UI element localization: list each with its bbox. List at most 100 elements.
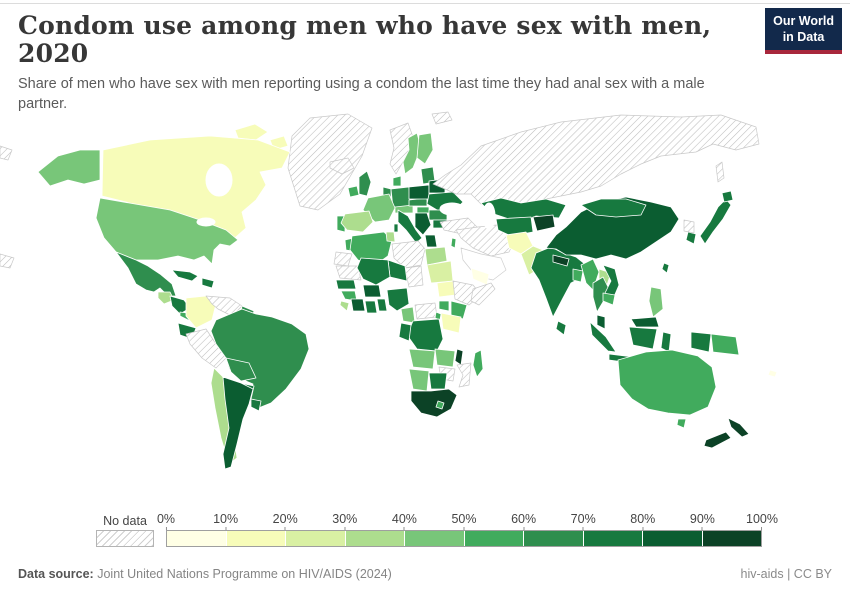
country-sierra-leone[interactable]: Sierra Leone / Liberia: 30-40% [339, 300, 350, 312]
country-hokkaido[interactable]: Japan: 70-80% [721, 190, 734, 203]
country-cameroon[interactable]: Cameroon: 40-50% [400, 306, 416, 324]
country-mozambique[interactable]: Mozambique: No data [456, 362, 472, 388]
country-sakhalin[interactable]: Russia: No data [715, 161, 725, 183]
country-uruguay[interactable]: Uruguay: 70-80% [250, 398, 262, 412]
country-sulawesi[interactable]: Indonesia: 70-80% [660, 331, 672, 353]
country-mali[interactable]: Mali: 70-80% [356, 257, 391, 286]
country-fiji[interactable]: Fiji: 0-10% [767, 369, 778, 378]
country-hungary[interactable]: Hungary: 50-60% [416, 206, 430, 214]
country-alaska[interactable]: United States: 40-50% [37, 149, 101, 187]
country-iceland[interactable]: Iceland: No data [329, 157, 355, 175]
legend-swatch-70-80%[interactable] [583, 531, 642, 546]
country-malawi[interactable]: Malawi: 90-100% [454, 348, 464, 366]
country-tunisia[interactable]: Tunisia: 30-40% [385, 231, 396, 243]
legend-swatch-30-40%[interactable] [345, 531, 404, 546]
no-data-swatch[interactable] [96, 530, 154, 547]
country-svalbard[interactable]: Russia: No data [431, 111, 453, 125]
country-kamchatka-fragment[interactable]: Russia: No data [0, 253, 15, 269]
country-cambodia[interactable]: Cambodia: 50-60% [602, 292, 616, 306]
country-senegal[interactable]: Senegal: 70-80% [335, 279, 357, 290]
country-zambia[interactable]: Zambia: 40-50% [434, 348, 456, 368]
country-balkans[interactable]: Serbia / Western Balkans: 80-90% [414, 212, 432, 236]
country-cuba[interactable]: Cuba: 70-80% [171, 269, 199, 282]
country-rwanda-burundi[interactable]: Rwanda / Burundi: 50-60% [434, 311, 442, 321]
country-ghana[interactable]: Ghana: 70-80% [364, 300, 378, 314]
country-angola[interactable]: Angola: 40-50% [408, 348, 436, 370]
country-papua-new-guinea[interactable]: Papua New Guinea: 50-60% [710, 333, 740, 356]
country-russia[interactable]: Russia: No data [432, 114, 760, 205]
owid-logo[interactable]: Our World in Data [765, 8, 842, 54]
legend-swatch-40-50%[interactable] [405, 531, 464, 546]
country-honduras-nicaragua[interactable]: Honduras / Nicaragua: 70-80% [169, 295, 191, 315]
attribution[interactable]: hiv-aids | CC BY [740, 567, 832, 581]
country-new-zealand-north[interactable]: New Zealand: 90-100% [727, 417, 750, 438]
country-congo-gabon[interactable]: Congo / Gabon: 70-80% [398, 322, 412, 342]
country-tanzania[interactable]: Tanzania: 10-20% [440, 312, 462, 334]
country-argentina[interactable]: Argentina: 80-90% [222, 376, 254, 470]
country-thailand[interactable]: Thailand: 60-70% [592, 276, 610, 313]
country-ivory-coast[interactable]: Cote d'Ivoire: 80-90% [350, 298, 366, 312]
country-italy[interactable]: Italy: 70-80% [397, 209, 423, 244]
country-sumatra[interactable]: Indonesia: 70-80% [589, 321, 617, 353]
country-togo-benin[interactable]: Togo / Benin: 70-80% [376, 298, 388, 312]
country-nigeria[interactable]: Nigeria: 70-80% [386, 287, 410, 312]
country-chukotka-fragment[interactable]: Russia: No data [0, 145, 13, 161]
country-drc[interactable]: Democratic Republic of Congo: 70-80% [406, 318, 444, 352]
country-nepal[interactable]: Nepal: 90-100% [552, 254, 570, 267]
country-israel-lebanon[interactable]: Israel / Lebanon: 50-60% [450, 237, 457, 249]
country-borneo-indonesia[interactable]: Indonesia: 70-80% [628, 326, 658, 350]
country-china[interactable]: China: 80-90% [545, 196, 680, 260]
country-sri-lanka[interactable]: Sri Lanka: 70-80% [555, 320, 567, 336]
country-guatemala[interactable]: Guatemala: 30-40% [157, 291, 175, 305]
country-namibia[interactable]: Namibia: 40-50% [408, 368, 430, 392]
legend-swatch-90-100%[interactable] [702, 531, 761, 546]
country-arabia[interactable]: Saudi Arabia / Oman: No data [460, 247, 507, 281]
country-lesotho[interactable]: Lesotho: 50-60% [435, 400, 445, 410]
legend-swatch-80-90%[interactable] [643, 531, 702, 546]
country-malay-peninsula[interactable]: Malaysia: 80-90% [596, 314, 606, 330]
country-botswana[interactable]: Botswana: 70-80% [428, 372, 448, 390]
country-central-african-republic[interactable]: Central African Republic: No data [414, 302, 438, 320]
country-uganda[interactable]: Uganda: 50-60% [438, 300, 450, 312]
legend-swatch-50-60%[interactable] [464, 531, 523, 546]
legend-swatch-0-10%[interactable] [167, 531, 226, 546]
country-taiwan[interactable]: Taiwan: 70-80% [661, 262, 670, 274]
country-philippines[interactable]: Philippines: 40-50% [648, 286, 664, 318]
country-borneo-malaysia[interactable]: Malaysia: 80-90% [630, 316, 660, 328]
country-greece[interactable]: Greece: 80-90% [424, 234, 438, 248]
country-tasmania[interactable]: Australia: 50-60% [676, 418, 687, 429]
country-madagascar[interactable]: Madagascar: 50-60% [472, 349, 484, 378]
country-south-korea[interactable]: South Korea: 70-80% [685, 231, 697, 245]
country-finland[interactable]: Finland: 40-50% [416, 132, 434, 165]
country-north-korea[interactable]: North Korea: No data [683, 219, 695, 234]
country-bolivia[interactable]: Bolivia: 60-70% [225, 357, 257, 382]
country-bangladesh[interactable]: Bangladesh: 50-60% [572, 268, 584, 283]
country-chad[interactable]: Chad: No data [404, 265, 424, 288]
country-sweden[interactable]: Sweden: 40-50% [402, 132, 422, 175]
country-canada-arctic1[interactable]: Canada: 10-20% [234, 123, 269, 141]
country-uk[interactable]: United Kingdom: 60-70% [358, 170, 372, 197]
country-ireland[interactable]: Ireland: 50-60% [347, 185, 360, 198]
legend-swatch-20-30%[interactable] [286, 531, 345, 546]
legend-swatch-60-70%[interactable] [524, 531, 583, 546]
legend-swatch-10-20%[interactable] [226, 531, 285, 546]
country-peru[interactable]: Peru: No data [185, 328, 227, 369]
country-hispaniola[interactable]: Dominican Republic / Haiti: 70-80% [201, 277, 215, 289]
country-france[interactable]: France: 40-50% [362, 193, 396, 223]
legend-no-data[interactable]: No data [96, 513, 154, 547]
country-new-zealand-south[interactable]: New Zealand: 90-100% [703, 431, 732, 449]
country-denmark[interactable]: Denmark: 50-60% [392, 175, 402, 187]
country-burkina-faso[interactable]: Burkina Faso: 80-90% [362, 284, 382, 298]
country-kenya[interactable]: Kenya: 50-60% [450, 300, 468, 320]
country-south-africa[interactable]: South Africa: 90-100% [410, 388, 458, 418]
country-mongolia[interactable]: Mongolia: 70-80% [580, 198, 647, 218]
country-mauritania[interactable]: Mauritania: No data [335, 265, 362, 281]
country-west-papua[interactable]: Indonesia: 70-80% [690, 331, 712, 353]
country-sardinia[interactable]: Sardinia: 70-80% [393, 223, 399, 233]
country-kyrgyz-tajik[interactable]: Kyrgyzstan / Tajikistan: 90-100% [532, 214, 556, 232]
country-egypt[interactable]: Egypt: 30-40% [424, 246, 448, 266]
country-australia[interactable]: Australia: 50-60% [617, 349, 717, 416]
country-poland[interactable]: Poland: 80-90% [408, 184, 430, 200]
country-norway[interactable]: Norway: No data [389, 122, 415, 175]
country-libya[interactable]: Libya: No data [391, 240, 426, 269]
